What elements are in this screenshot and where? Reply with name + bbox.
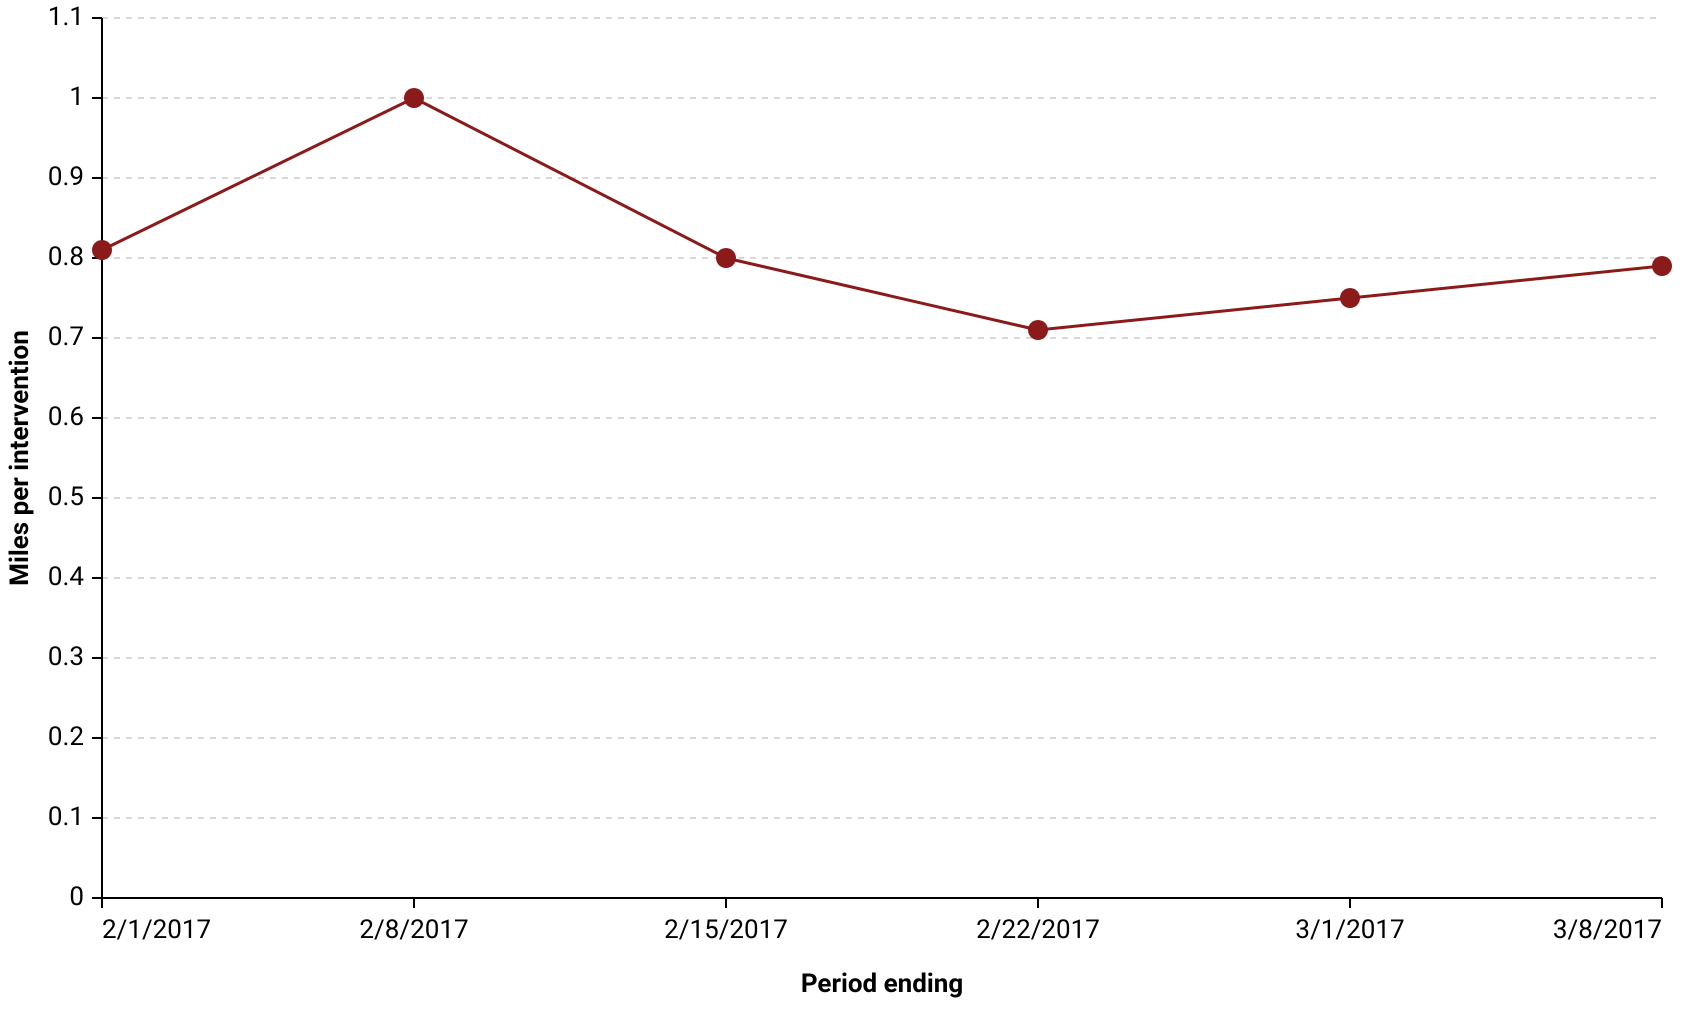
- x-tick-label: 2/8/2017: [359, 915, 468, 945]
- y-tick-label: 0.6: [48, 402, 84, 432]
- x-tick-label: 2/1/2017: [102, 915, 211, 945]
- data-point: [404, 88, 424, 108]
- chart-container: 0 0.1 0.2 0.3 0.4 0.5 0.6 0.7 0.8 0.9 1 1.1 2/1/2017…: [0, 0, 1691, 1021]
- y-tick-label: 1: [69, 82, 84, 112]
- data-point: [1652, 256, 1672, 276]
- y-tick-label: 0.4: [48, 562, 84, 592]
- y-tick-label: 0.8: [48, 242, 84, 272]
- y-tick-label: 0: [69, 882, 84, 912]
- line-chart: 0 0.1 0.2 0.3 0.4 0.5 0.6 0.7 0.8 0.9 1 1.1 2/1/2017…: [0, 0, 1691, 1021]
- data-point: [1028, 320, 1048, 340]
- y-axis-title: Miles per intervention: [5, 330, 35, 586]
- y-tick-label: 0.3: [48, 642, 84, 672]
- y-tick-label: 0.1: [48, 802, 84, 832]
- data-point: [1340, 288, 1360, 308]
- x-tick-label: 3/1/2017: [1295, 915, 1404, 945]
- y-tick-label: 0.5: [48, 482, 84, 512]
- x-tick-label: 2/22/2017: [976, 915, 1100, 945]
- x-axis-title: Period ending: [801, 969, 963, 999]
- y-tick-label: 0.7: [48, 322, 84, 352]
- data-point: [716, 248, 736, 268]
- y-tick-label: 1.1: [48, 2, 84, 32]
- x-tick-label: 3/8/2017: [1553, 915, 1662, 945]
- y-tick-label: 0.2: [48, 722, 84, 752]
- y-tick-label: 0.9: [48, 162, 84, 192]
- x-tick-label: 2/15/2017: [664, 915, 788, 945]
- data-point: [92, 240, 112, 260]
